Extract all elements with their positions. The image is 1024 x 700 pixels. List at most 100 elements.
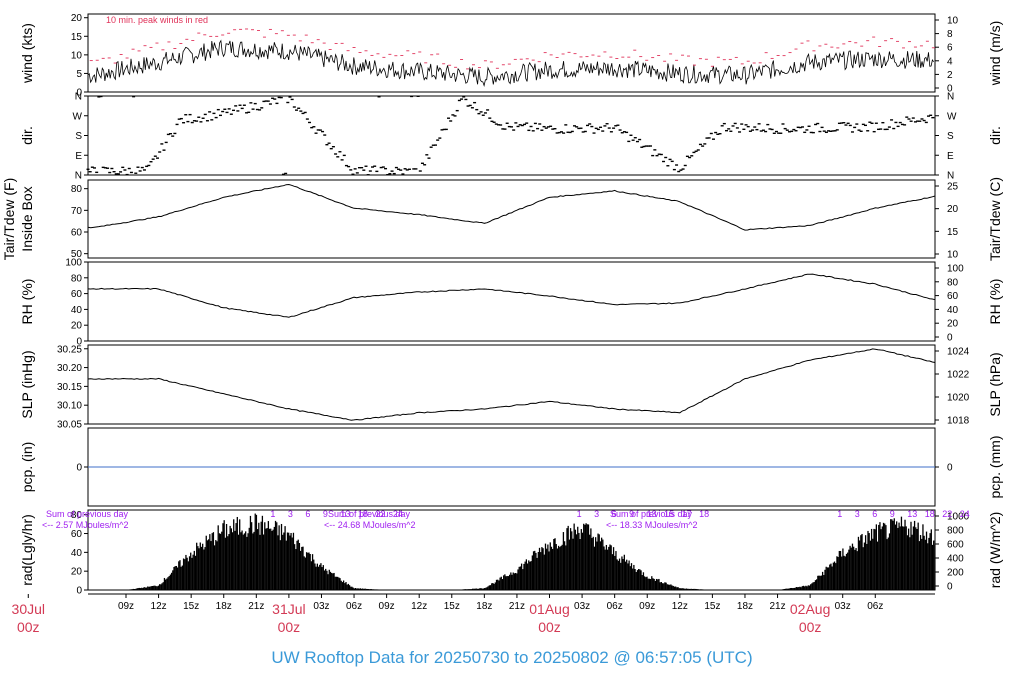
sun-hour-label: 13 (340, 509, 350, 519)
left-axis-label: rad(Lgly/hr) (19, 514, 35, 586)
left-tick-label: 10 (71, 50, 83, 61)
x-tick-label: 06z (607, 601, 623, 612)
left-tick-label: 80 (71, 510, 83, 521)
date-label: 01Aug (529, 601, 569, 617)
left-tick-label: N (75, 171, 82, 182)
right-tick-label: N (947, 171, 954, 182)
right-tick-label: 60 (947, 291, 959, 302)
right-tick-label: 0 (947, 582, 953, 593)
sun-hour-label: 18 (699, 509, 709, 519)
left-tick-label: 50 (71, 249, 83, 260)
right-tick-label: 20 (947, 319, 959, 330)
right-tick-label: 2 (947, 70, 953, 81)
left-tick-label: 30.25 (57, 344, 82, 355)
right-axis-label: rad (W/m^2) (987, 512, 1003, 589)
peak-wind-note: 10 min. peak winds in red (106, 15, 208, 25)
x-tick-label: 06z (346, 601, 362, 612)
panel-precip: 0 0 pcp. (in) pcp. (mm) (19, 427, 1003, 507)
left-tick-label: 70 (71, 206, 83, 217)
x-tick-label: 18z (216, 601, 232, 612)
sun-hour-label: 15 (664, 509, 674, 519)
panel-frame (87, 13, 936, 93)
left-tick-label: 30.10 (57, 401, 82, 412)
left-axis-label: SLP (inHg) (19, 350, 35, 418)
left-tick-label: 60 (71, 529, 83, 540)
daily-sum-title: Sum of previous day (610, 509, 693, 519)
x-tick-label: 12z (672, 601, 688, 612)
right-axis-label: SLP (hPa) (987, 352, 1003, 416)
right-axis-label: Tair/Tdew (C) (987, 177, 1003, 261)
right-tick-label: 8 (947, 29, 953, 40)
right-tick-label: 1024 (947, 347, 970, 358)
left-tick-label: 0 (76, 337, 82, 348)
sun-hour-label: 9 (323, 509, 328, 519)
left-tick-label: 20 (71, 321, 83, 332)
sun-hour-label: 24 (393, 509, 403, 519)
left-tick-label: S (75, 131, 82, 142)
right-tick-label: 20 (947, 204, 959, 215)
x-tick-label: 03z (313, 601, 329, 612)
sun-hour-label: 18 (925, 509, 935, 519)
right-tick-label: 10 (947, 16, 959, 27)
right-tick-label: 6 (947, 43, 953, 54)
x-tick-label: 03z (835, 601, 851, 612)
right-tick-label: 15 (947, 227, 959, 238)
date-hour-label: 00z (799, 619, 822, 635)
panel-frame (87, 344, 936, 425)
left-axis-label: wind (kts) (19, 23, 35, 84)
sun-hour-label: 13 (907, 509, 917, 519)
panel-slp: 30.05 30.10 30.15 30.20 30.25 1018 1020 1022 102… (19, 344, 1003, 430)
left-tick-label: W (73, 111, 83, 122)
sun-hour-label: 6 (612, 509, 617, 519)
right-tick-label: 0 (947, 333, 953, 344)
date-hour-label: 00z (17, 619, 40, 635)
right-tick-label: 25 (947, 182, 959, 193)
right-tick-label: 1000 (947, 512, 970, 523)
left-tick-label: 0 (76, 88, 82, 99)
wind-speed-line (87, 39, 935, 87)
sun-hour-label: 1 (270, 509, 275, 519)
temperature-line (87, 183, 936, 231)
rh-line (87, 273, 936, 318)
right-tick-label: 800 (947, 526, 964, 537)
x-tick-label: 15z (704, 601, 720, 612)
right-tick-label: 1022 (947, 370, 970, 381)
x-tick-label: 15z (183, 601, 199, 612)
left-tick-label: 100 (65, 258, 82, 269)
right-tick-label: 200 (947, 568, 964, 579)
x-tick-label: 09z (118, 601, 134, 612)
right-tick-label: 40 (947, 305, 959, 316)
sun-hour-label: 22 (942, 509, 952, 519)
left-tick-label: 60 (71, 289, 83, 300)
x-tick-label: 06z (867, 601, 883, 612)
x-tick-label: 21z (769, 601, 785, 612)
left-tick-label: 5 (76, 69, 82, 80)
date-hour-label: 00z (278, 619, 301, 635)
right-tick-label: E (947, 151, 954, 162)
right-tick-label: 80 (947, 277, 959, 288)
panel-frame (87, 95, 936, 176)
x-tick-label: 18z (476, 601, 492, 612)
panel-frame (87, 179, 936, 259)
x-tick-label: 03z (574, 601, 590, 612)
left-tick-label: 80 (71, 273, 83, 284)
x-tick-label: 18z (737, 601, 753, 612)
page-title: UW Rooftop Data for 20250730 to 20250802… (271, 648, 753, 667)
sun-hour-label: 3 (288, 509, 293, 519)
left-axis-label: RH (%) (19, 279, 35, 325)
sun-hour-label: 13 (647, 509, 657, 519)
x-tick-label: 12z (411, 601, 427, 612)
panel-wind: 0 5 10 15 20 0 2 4 6 8 10 wind (kts) wind (m/s) 10 mi… (19, 13, 1003, 98)
right-tick-label: 0 (947, 84, 953, 95)
right-axis-label: dir. (987, 126, 1003, 145)
slp-line (87, 348, 936, 421)
right-tick-label: 1018 (947, 416, 970, 427)
x-tick-label: 09z (379, 601, 395, 612)
right-tick-label: 4 (947, 56, 953, 67)
date-label: 31Jul (272, 601, 305, 617)
left-tick-label: 20 (71, 567, 83, 578)
sun-hour-label: 3 (855, 509, 860, 519)
x-tick-label: 21z (248, 601, 264, 612)
